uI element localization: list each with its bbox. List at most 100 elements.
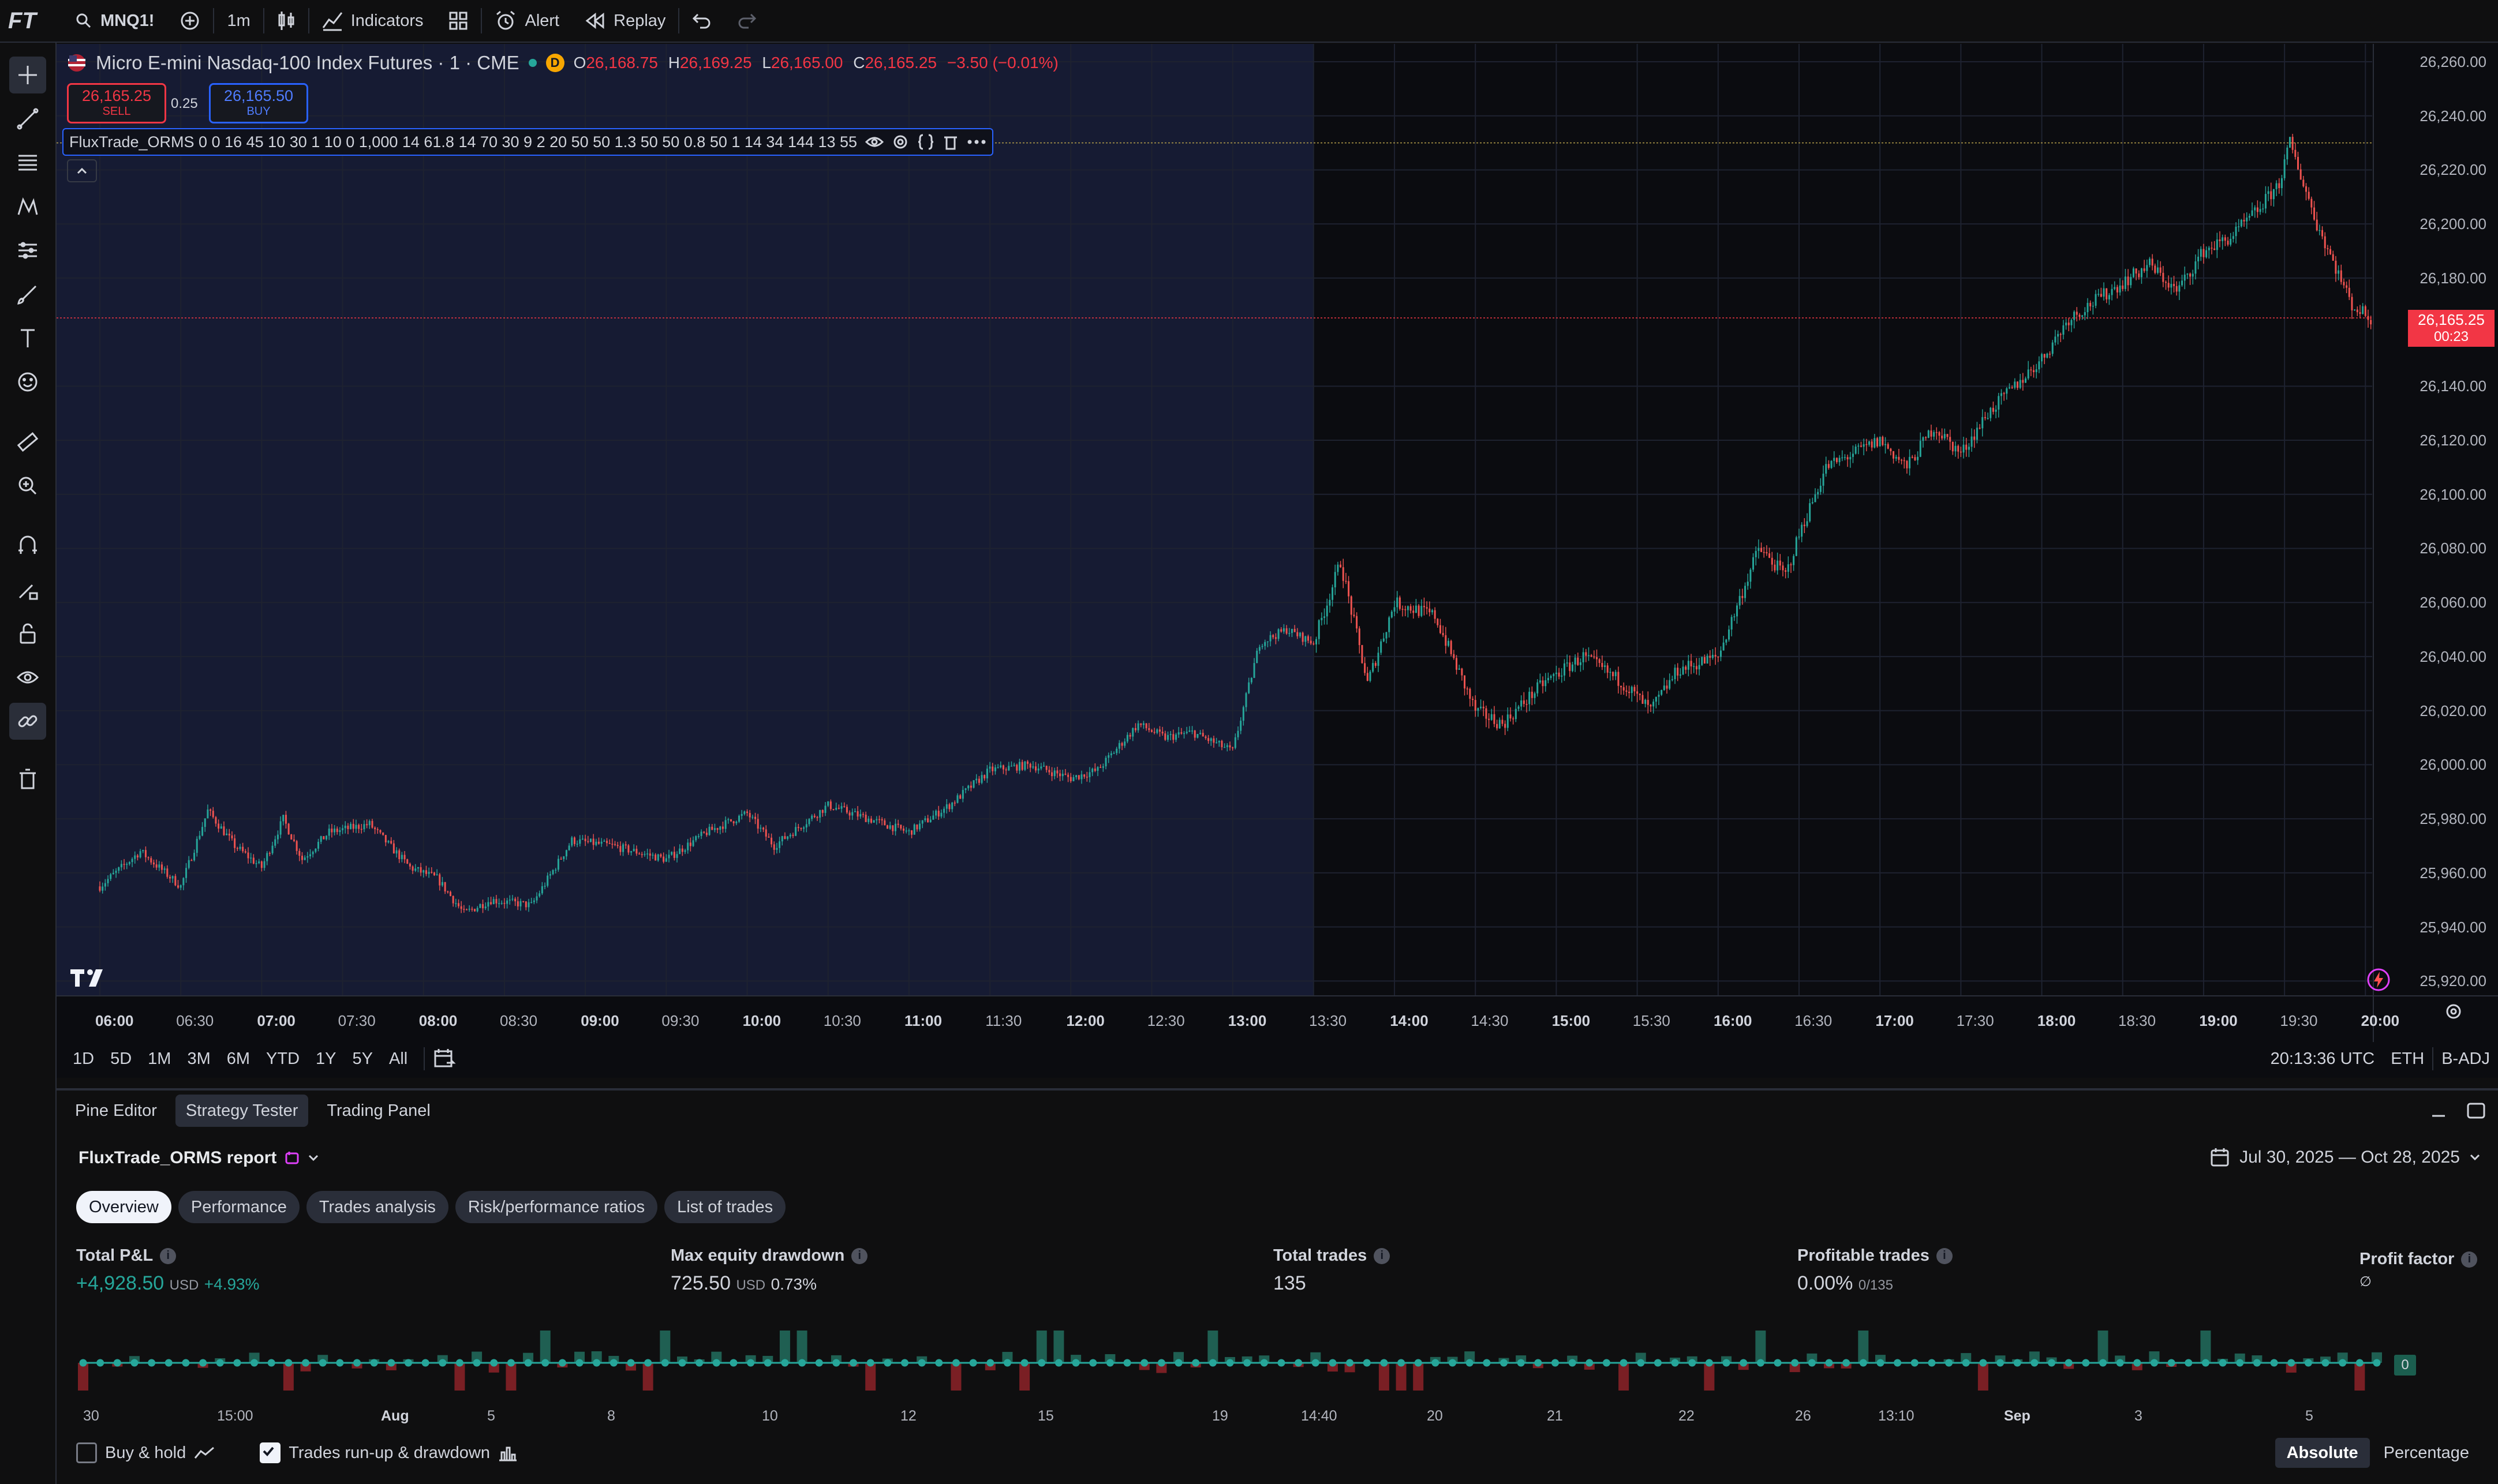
source-code-icon[interactable]: [917, 133, 934, 151]
lightning-icon[interactable]: [2365, 966, 2392, 994]
utc-clock[interactable]: 20:13:36 UTC: [2270, 1049, 2375, 1068]
maximize-icon[interactable]: [2466, 1101, 2486, 1121]
candle-body: [2246, 218, 2248, 222]
buy-button[interactable]: 26,165.50 BUY: [209, 83, 308, 123]
emoji-tool[interactable]: [9, 363, 46, 400]
info-icon[interactable]: i: [160, 1247, 177, 1264]
candle-body: [425, 870, 427, 874]
buy-hold-checkbox[interactable]: [76, 1442, 97, 1463]
tab-list-of-trades[interactable]: List of trades: [664, 1191, 786, 1223]
trade-marker: [2304, 1359, 2312, 1367]
candle-body: [2356, 309, 2358, 313]
tab-risk-ratios[interactable]: Risk/performance ratios: [455, 1191, 658, 1223]
crosshair-tool[interactable]: [9, 57, 46, 93]
percentage-button[interactable]: Percentage: [2383, 1443, 2469, 1462]
drawdown-bar: [78, 1363, 88, 1391]
indicators-button[interactable]: Indicators: [309, 0, 436, 42]
layouts-button[interactable]: [436, 0, 481, 42]
settings-icon[interactable]: [2444, 1002, 2463, 1021]
info-icon[interactable]: i: [851, 1247, 868, 1264]
candle-body: [212, 811, 214, 818]
minimize-icon[interactable]: [2429, 1101, 2448, 1121]
trend-line-tool[interactable]: [9, 100, 46, 137]
candle-body: [2240, 220, 2242, 227]
trade-marker: [661, 1359, 669, 1367]
trade-marker: [216, 1359, 224, 1367]
candle-body: [2127, 276, 2129, 286]
timeframe-1m[interactable]: 1M: [148, 1049, 171, 1068]
timeframe-5y[interactable]: 5Y: [352, 1049, 373, 1068]
timeframe-6m[interactable]: 6M: [226, 1049, 250, 1068]
trade-marker: [130, 1359, 139, 1367]
fib-tool[interactable]: [9, 144, 46, 181]
undo-button[interactable]: [679, 0, 724, 42]
chart-type-button[interactable]: [264, 0, 308, 42]
tab-trades-analysis[interactable]: Trades analysis: [306, 1191, 448, 1223]
tab-performance[interactable]: Performance: [178, 1191, 300, 1223]
tab-trading-panel[interactable]: Trading Panel: [327, 1101, 431, 1120]
report-title-row[interactable]: FluxTrade_ORMS report: [78, 1148, 319, 1168]
tab-overview[interactable]: Overview: [76, 1191, 171, 1223]
timeframe-1d[interactable]: 1D: [73, 1049, 95, 1068]
interval-button[interactable]: 1m: [227, 11, 250, 30]
magnet-tool[interactable]: [9, 527, 46, 564]
forecast-tool[interactable]: [9, 232, 46, 269]
date-range-picker[interactable]: Jul 30, 2025 — Oct 28, 2025: [2209, 1147, 2481, 1168]
compare-button[interactable]: [167, 0, 213, 42]
hide-drawings-tool[interactable]: [9, 659, 46, 696]
timeframe-1y[interactable]: 1Y: [316, 1049, 336, 1068]
zoom-tool[interactable]: [9, 467, 46, 504]
calendar-range-icon[interactable]: [433, 1048, 456, 1070]
candle-body: [519, 901, 522, 906]
info-icon[interactable]: i: [1936, 1247, 1953, 1264]
candle-body: [1199, 733, 1202, 734]
info-icon[interactable]: i: [1374, 1247, 1390, 1264]
candle-body: [1456, 658, 1458, 670]
sell-button[interactable]: 26,165.25 SELL: [67, 83, 166, 123]
pattern-tool[interactable]: [9, 188, 46, 225]
lock-drawings-tool[interactable]: [9, 615, 46, 652]
eye-icon[interactable]: [865, 134, 884, 150]
candle-body: [2283, 159, 2286, 178]
collapse-legend-button[interactable]: [67, 159, 97, 182]
ruler-tool[interactable]: [9, 424, 46, 460]
candle-body: [293, 840, 295, 841]
adjustment-toggle[interactable]: B-ADJ: [2441, 1049, 2490, 1068]
candle-body: [126, 864, 128, 865]
redo-button[interactable]: [724, 0, 769, 42]
equity-chart[interactable]: [57, 1131, 2498, 1484]
runup-drawdown-checkbox[interactable]: [260, 1442, 281, 1463]
timeframe-5d[interactable]: 5D: [110, 1049, 132, 1068]
session-toggle[interactable]: ETH: [2391, 1049, 2425, 1068]
alert-button[interactable]: Alert: [482, 0, 572, 42]
text-tool[interactable]: [9, 320, 46, 357]
gear-icon[interactable]: [892, 133, 909, 151]
price-chart[interactable]: [57, 44, 2498, 1042]
brush-tool[interactable]: [9, 276, 46, 313]
more-icon[interactable]: [967, 139, 986, 145]
absolute-button[interactable]: Absolute: [2275, 1438, 2370, 1468]
candle-body: [981, 775, 983, 783]
tab-strategy-tester[interactable]: Strategy Tester: [175, 1095, 309, 1127]
candle-body: [1722, 642, 1725, 651]
info-icon[interactable]: i: [2461, 1251, 2478, 1268]
timeframe-all[interactable]: All: [389, 1049, 408, 1068]
price-tick-label: 26,180.00: [2420, 269, 2486, 287]
timeframe-ytd[interactable]: YTD: [266, 1049, 300, 1068]
timeframe-3m[interactable]: 3M: [187, 1049, 211, 1068]
remove-drawings-tool[interactable]: [9, 760, 46, 797]
symbol-search[interactable]: MNQ1!: [62, 0, 167, 42]
indicator-legend-row[interactable]: FluxTrade_ORMS 0 0 16 45 10 30 1 10 0 1,…: [62, 128, 994, 156]
candle-body: [1935, 432, 1938, 433]
tab-pine-editor[interactable]: Pine Editor: [75, 1101, 157, 1120]
candle-body: [1194, 730, 1196, 738]
candle-body: [857, 811, 859, 817]
sync-drawings-tool[interactable]: [9, 703, 46, 740]
trash-icon[interactable]: [943, 133, 959, 151]
stay-drawing-tool[interactable]: [9, 571, 46, 608]
chart-pane[interactable]: Micro E-mini Nasdaq-100 Index Futures · …: [57, 44, 2498, 1078]
candle-body: [1337, 564, 1339, 572]
replay-button[interactable]: Replay: [572, 0, 678, 42]
candle-body: [2103, 288, 2105, 297]
candle-body: [973, 780, 975, 788]
